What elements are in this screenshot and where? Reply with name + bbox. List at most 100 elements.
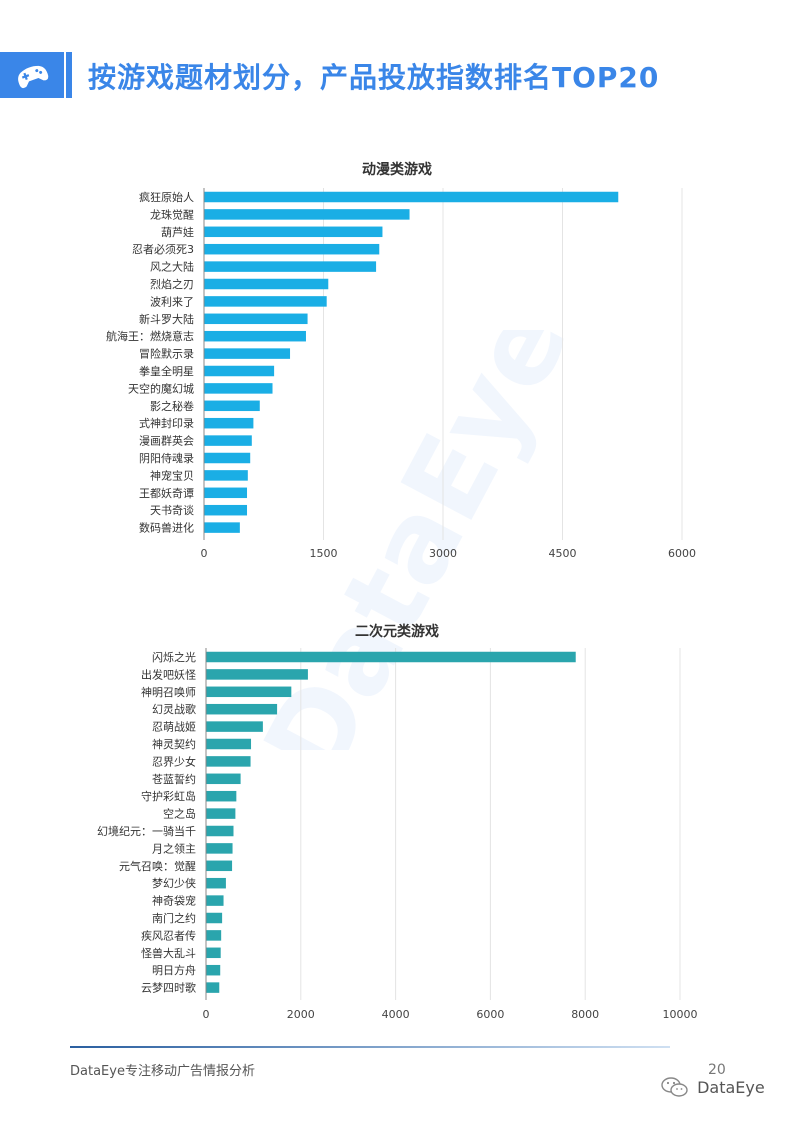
bar	[204, 365, 275, 377]
category-label: 阴阳侍魂录	[139, 452, 194, 465]
bar	[204, 296, 327, 307]
category-label: 忍者必须死3	[132, 243, 194, 256]
category-label: 神奇袋宠	[152, 894, 196, 908]
category-label: 影之秘卷	[150, 399, 194, 413]
x-tick-label: 0	[201, 547, 208, 560]
x-tick-label: 3000	[429, 547, 457, 560]
category-label: 苍蓝誓约	[152, 773, 196, 786]
bar	[204, 226, 383, 238]
category-label: 冒险默示录	[139, 347, 194, 361]
category-label: 新斗罗大陆	[139, 312, 194, 326]
x-tick-label: 8000	[571, 1008, 599, 1021]
category-label: 怪兽大乱斗	[141, 946, 196, 960]
bar	[206, 721, 263, 732]
bar	[206, 825, 234, 837]
bar	[204, 330, 306, 342]
x-tick-label: 6000	[668, 547, 696, 560]
header-accent-strip	[66, 52, 72, 98]
bar	[206, 982, 220, 993]
category-label: 云梦四时歌	[141, 981, 196, 995]
bar	[206, 790, 237, 802]
bar	[204, 487, 248, 499]
category-label: 拳皇全明星	[139, 364, 194, 378]
category-label: 天空的魔幻城	[128, 381, 194, 395]
chart-anime-games: 动漫类游戏 0 1500 3000 4500 6000 疯狂原始人龙珠觉醒葫芦娃忍者必须死3…	[106, 161, 696, 560]
x-tick-label: 4000	[382, 1008, 410, 1021]
x-tick-label: 1500	[310, 547, 338, 560]
page-number: 20	[708, 1062, 726, 1078]
bar	[204, 470, 248, 481]
x-tick-label: 6000	[476, 1008, 504, 1021]
bar	[206, 808, 236, 819]
category-label: 忍界少女	[152, 754, 196, 768]
x-tick-label: 4500	[549, 547, 577, 560]
bar	[204, 191, 619, 203]
x-tick-label: 2000	[287, 1008, 315, 1021]
bar	[204, 383, 273, 394]
page-title: 按游戏题材划分，产品投放指数排名TOP20	[88, 61, 660, 94]
bar	[204, 452, 251, 464]
bar	[204, 435, 252, 446]
bar	[204, 348, 291, 359]
category-label: 疯狂原始人	[139, 190, 194, 204]
category-label: 疾风忍者传	[141, 928, 196, 942]
bar	[206, 912, 223, 924]
bar	[206, 686, 292, 698]
category-label: 元气召唤：觉醒	[119, 859, 196, 873]
category-label: 王都妖奇谭	[139, 486, 194, 500]
bar	[204, 522, 240, 533]
bar	[206, 860, 233, 872]
chart-title: 动漫类游戏	[362, 161, 432, 178]
bar	[206, 930, 222, 941]
bar	[206, 669, 308, 680]
category-label: 烈焰之刃	[150, 277, 194, 291]
category-label: 忍萌战姬	[152, 720, 196, 734]
bar	[204, 261, 377, 272]
category-label: 神灵契约	[152, 737, 196, 751]
bar	[206, 947, 221, 959]
bar	[204, 278, 329, 290]
bar	[204, 209, 410, 220]
category-label: 幻灵战歌	[152, 702, 196, 716]
bar	[204, 243, 380, 255]
category-label: 风之大陆	[150, 260, 194, 274]
bar	[206, 895, 224, 906]
header-badge	[0, 52, 64, 98]
chart-title: 二次元类游戏	[355, 623, 439, 640]
bar	[206, 651, 576, 663]
bar	[204, 417, 254, 429]
category-label: 波利来了	[150, 295, 194, 308]
category-label: 数码兽进化	[139, 521, 194, 535]
category-label: 守护彩虹岛	[141, 789, 196, 803]
category-label: 神宠宝贝	[150, 468, 194, 482]
x-tick-label: 0	[203, 1008, 210, 1021]
bar	[204, 504, 248, 516]
chart-2d-games: 二次元类游戏 0 2000 4000 6000 8000 10000 闪烁之光出发吧妖怪神明召…	[97, 623, 698, 1021]
category-label: 幻境纪元：一骑当千	[97, 824, 196, 838]
category-label: 葫芦娃	[161, 226, 194, 239]
bar	[206, 964, 221, 976]
footer-divider	[70, 1046, 670, 1048]
category-label: 龙珠觉醒	[150, 207, 194, 221]
footer-text: DataEye专注移动广告情报分析	[70, 1064, 255, 1079]
bar	[206, 877, 226, 889]
category-label: 漫画群英会	[139, 434, 194, 448]
bar	[204, 313, 308, 325]
bar	[206, 703, 278, 715]
bar	[206, 756, 251, 767]
category-label: 式神封印录	[139, 416, 194, 430]
category-label: 明日方舟	[152, 963, 196, 977]
bar	[206, 738, 252, 750]
category-label: 天书奇谈	[150, 504, 194, 517]
brand-text: DataEye	[697, 1077, 765, 1097]
x-tick-label: 10000	[663, 1008, 698, 1021]
category-label: 航海王：燃烧意志	[106, 329, 194, 343]
category-label: 出发吧妖怪	[141, 667, 196, 681]
category-label: 月之领主	[152, 841, 196, 855]
category-label: 闪烁之光	[152, 650, 196, 664]
brand-signature: DataEye	[660, 1076, 765, 1100]
bar	[204, 400, 260, 412]
category-label: 梦幻少侠	[152, 877, 196, 890]
wechat-icon	[661, 1077, 688, 1097]
bar	[206, 843, 233, 854]
